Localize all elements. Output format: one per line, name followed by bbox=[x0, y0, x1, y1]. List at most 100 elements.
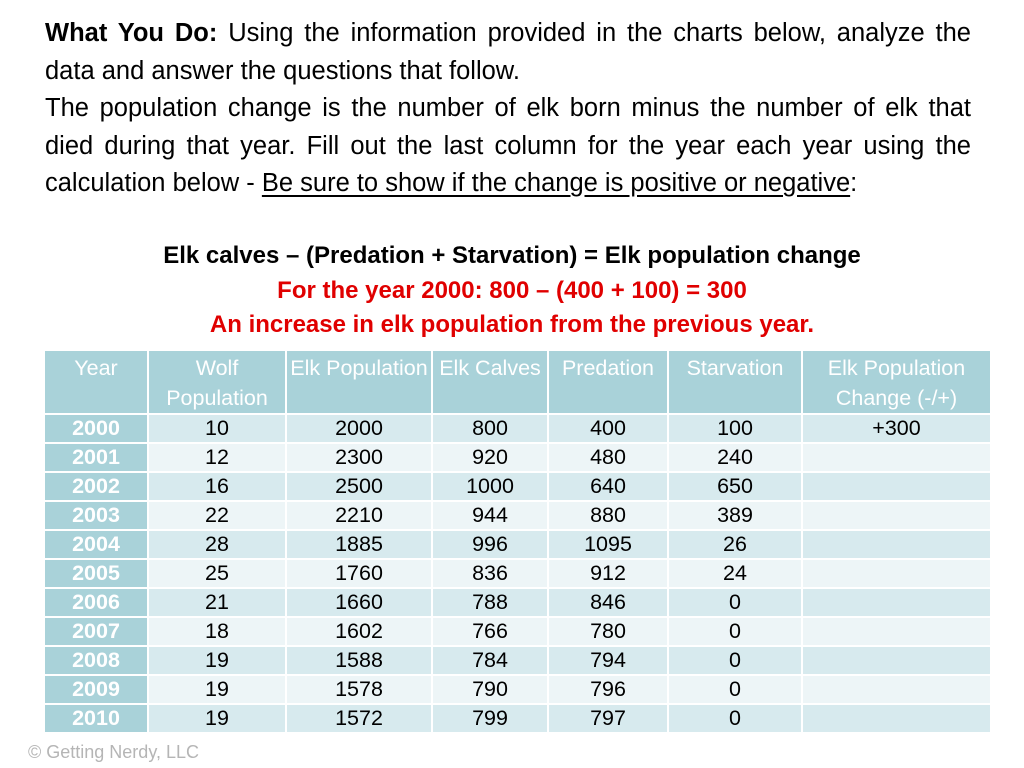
cell-starvation: 0 bbox=[667, 674, 803, 705]
cell-wolf-population: 28 bbox=[147, 529, 287, 560]
cell-wolf-population: 21 bbox=[147, 587, 287, 618]
cell-year: 2004 bbox=[43, 529, 149, 560]
cell-population-change bbox=[801, 558, 992, 589]
para2-text: The population change is the number of e… bbox=[45, 94, 971, 197]
cell-wolf-population: 19 bbox=[147, 674, 287, 705]
table-row: 2003 22 2210 944 880 389 bbox=[43, 500, 992, 531]
cell-elk-population: 1885 bbox=[285, 529, 433, 560]
cell-starvation: 0 bbox=[667, 587, 803, 618]
header-population-change: Elk Population Change (-/+) bbox=[801, 349, 992, 415]
header-elk-population: Elk Population bbox=[285, 349, 433, 415]
cell-elk-calves: 996 bbox=[431, 529, 549, 560]
cell-year: 2007 bbox=[43, 616, 149, 647]
cell-wolf-population: 25 bbox=[147, 558, 287, 589]
population-change-paragraph: The population change is the number of e… bbox=[45, 90, 971, 203]
table-body: 2000 10 2000 800 400 100 +300 2001 12 2300 920 480 2… bbox=[43, 413, 992, 734]
table-row: 2010 19 1572 799 797 0 bbox=[43, 703, 992, 734]
formula-line: Elk calves – (Predation + Starvation) = … bbox=[163, 242, 861, 269]
cell-year: 2009 bbox=[43, 674, 149, 705]
cell-starvation: 0 bbox=[667, 703, 803, 734]
increase-note: An increase in elk population from the p… bbox=[209, 311, 815, 338]
cell-wolf-population: 22 bbox=[147, 500, 287, 531]
header-wolf-population: Wolf Population bbox=[147, 349, 287, 415]
cell-elk-population: 1602 bbox=[285, 616, 433, 647]
cell-predation: 794 bbox=[547, 645, 669, 676]
table-row: 2006 21 1660 788 846 0 bbox=[43, 587, 992, 618]
cell-predation: 846 bbox=[547, 587, 669, 618]
cell-year: 2006 bbox=[43, 587, 149, 618]
cell-population-change bbox=[801, 616, 992, 647]
cell-year: 2000 bbox=[43, 413, 149, 444]
cell-population-change bbox=[801, 674, 992, 705]
cell-year: 2008 bbox=[43, 645, 149, 676]
cell-elk-population: 2500 bbox=[285, 471, 433, 502]
header-year: Year bbox=[43, 349, 149, 415]
cell-wolf-population: 16 bbox=[147, 471, 287, 502]
lead-label: What You Do: bbox=[45, 19, 218, 47]
header-elk-calves: Elk Calves bbox=[431, 349, 549, 415]
table-row: 2001 12 2300 920 480 240 bbox=[43, 442, 992, 473]
cell-elk-population: 1760 bbox=[285, 558, 433, 589]
cell-predation: 780 bbox=[547, 616, 669, 647]
cell-predation: 640 bbox=[547, 471, 669, 502]
cell-population-change bbox=[801, 587, 992, 618]
cell-predation: 912 bbox=[547, 558, 669, 589]
header-predation: Predation bbox=[547, 349, 669, 415]
table-row: 2008 19 1588 784 794 0 bbox=[43, 645, 992, 676]
cell-predation: 796 bbox=[547, 674, 669, 705]
cell-starvation: 650 bbox=[667, 471, 803, 502]
cell-year: 2010 bbox=[43, 703, 149, 734]
cell-population-change bbox=[801, 529, 992, 560]
cell-elk-calves: 836 bbox=[431, 558, 549, 589]
cell-population-change bbox=[801, 471, 992, 502]
cell-elk-population: 1660 bbox=[285, 587, 433, 618]
header-starvation: Starvation bbox=[667, 349, 803, 415]
para2-underlined: Be sure to show if the change is positiv… bbox=[261, 169, 851, 197]
table-row: 2009 19 1578 790 796 0 bbox=[43, 674, 992, 705]
cell-elk-population: 1578 bbox=[285, 674, 433, 705]
table-row: 2005 25 1760 836 912 24 bbox=[43, 558, 992, 589]
instructions-paragraph: What You Do: Using the information provi… bbox=[45, 15, 971, 90]
lead-text: Using the information provided in the ch… bbox=[45, 19, 971, 85]
cell-predation: 797 bbox=[547, 703, 669, 734]
table-header-row: Year Wolf Population Elk Population Elk … bbox=[43, 349, 992, 415]
para2-end: : bbox=[850, 169, 858, 197]
cell-starvation: 100 bbox=[667, 413, 803, 444]
cell-elk-calves: 784 bbox=[431, 645, 549, 676]
cell-elk-population: 1572 bbox=[285, 703, 433, 734]
cell-starvation: 240 bbox=[667, 442, 803, 473]
cell-elk-population: 2300 bbox=[285, 442, 433, 473]
cell-year: 2003 bbox=[43, 500, 149, 531]
cell-wolf-population: 10 bbox=[147, 413, 287, 444]
cell-predation: 480 bbox=[547, 442, 669, 473]
cell-elk-calves: 788 bbox=[431, 587, 549, 618]
cell-year: 2005 bbox=[43, 558, 149, 589]
table-row: 2002 16 2500 1000 640 650 bbox=[43, 471, 992, 502]
cell-population-change bbox=[801, 645, 992, 676]
cell-elk-calves: 944 bbox=[431, 500, 549, 531]
cell-starvation: 24 bbox=[667, 558, 803, 589]
cell-population-change bbox=[801, 500, 992, 531]
example-line: For the year 2000: 800 – (400 + 100) = 3… bbox=[277, 277, 747, 304]
copyright-text: © Getting Nerdy, LLC bbox=[28, 742, 199, 762]
cell-predation: 1095 bbox=[547, 529, 669, 560]
cell-elk-calves: 766 bbox=[431, 616, 549, 647]
cell-wolf-population: 18 bbox=[147, 616, 287, 647]
cell-starvation: 0 bbox=[667, 616, 803, 647]
table-row: 2004 28 1885 996 1095 26 bbox=[43, 529, 992, 560]
cell-population-change bbox=[801, 703, 992, 734]
table-row: 2007 18 1602 766 780 0 bbox=[43, 616, 992, 647]
cell-elk-population: 1588 bbox=[285, 645, 433, 676]
cell-year: 2002 bbox=[43, 471, 149, 502]
cell-elk-calves: 920 bbox=[431, 442, 549, 473]
cell-elk-calves: 790 bbox=[431, 674, 549, 705]
cell-predation: 400 bbox=[547, 413, 669, 444]
cell-elk-calves: 1000 bbox=[431, 471, 549, 502]
cell-elk-population: 2000 bbox=[285, 413, 433, 444]
cell-population-change: +300 bbox=[801, 413, 992, 444]
cell-predation: 880 bbox=[547, 500, 669, 531]
table-row: 2000 10 2000 800 400 100 +300 bbox=[43, 413, 992, 444]
cell-wolf-population: 19 bbox=[147, 703, 287, 734]
cell-starvation: 26 bbox=[667, 529, 803, 560]
